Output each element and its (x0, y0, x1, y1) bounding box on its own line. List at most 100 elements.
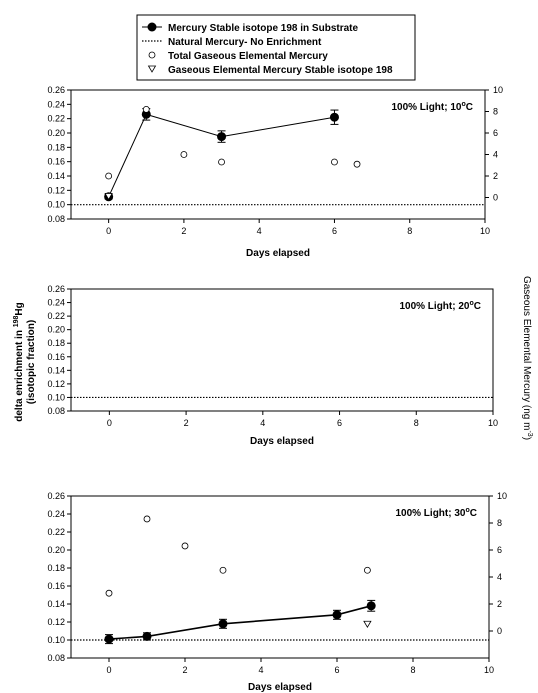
y-left-title-line1: delta enrichment in (14, 327, 25, 421)
y-right-title-text: Gaseous Elemental Mercury (ng m (521, 276, 532, 431)
x-tick-label: 2 (181, 226, 186, 236)
legend-item-substrate: Mercury Stable isotope 198 in Substrate (142, 22, 358, 34)
y2-tick-label: 4 (493, 150, 498, 160)
y-tick-label: 0.24 (47, 99, 65, 109)
y-tick-label: 0.14 (47, 171, 65, 181)
svg-text:Gaseous Elemental Mercury (ng: Gaseous Elemental Mercury (ng m-3) (521, 276, 533, 440)
legend-item-gem198: Gaseous Elemental Mercury Stable isotope… (147, 65, 393, 76)
x-tick-label: 2 (184, 418, 189, 428)
y-tick-label: 0.26 (47, 85, 65, 95)
tgem-point (143, 515, 151, 523)
legend-frame (136, 14, 416, 81)
panel-note-text: 100% Light; 20 (399, 301, 469, 312)
substrate-point (142, 631, 152, 641)
y-tick-label: 0.16 (47, 157, 65, 167)
x-tick-label: 2 (182, 665, 187, 675)
y-tick-label: 0.26 (47, 491, 65, 501)
y-tick-label: 0.18 (47, 142, 65, 152)
y-tick-label: 0.16 (47, 581, 65, 591)
panel-note-unit: C (474, 301, 481, 312)
gem198-point (104, 193, 113, 201)
substrate-point (218, 619, 228, 629)
tgem-point (363, 566, 371, 574)
tgem-point (353, 160, 361, 168)
legend-label: Natural Mercury- No Enrichment (168, 37, 322, 48)
panel-note: 100% Light; 30oC (395, 507, 477, 519)
tgem-point (331, 158, 338, 166)
plot-frame (70, 288, 494, 412)
y2-tick-label: 2 (497, 599, 502, 609)
y-tick-label: 0.22 (47, 527, 65, 537)
x-tick-label: 8 (407, 226, 412, 236)
y-tick-label: 0.10 (47, 635, 65, 645)
x-tick-label: 0 (106, 226, 111, 236)
substrate-point (366, 601, 376, 611)
x-axis-title: Days elapsed (246, 248, 310, 259)
legend-symbol-filled-circle (147, 22, 157, 32)
panel-note-text: 100% Light; 10 (391, 102, 461, 113)
legend-symbol-open-circle (148, 51, 156, 59)
y-tick-label: 0.26 (47, 284, 65, 294)
y-right-title-end: ) (521, 437, 532, 440)
x-tick-label: 0 (106, 665, 111, 675)
y-tick-label: 0.14 (47, 599, 65, 609)
y2-tick-label: 0 (497, 626, 502, 636)
y2-tick-label: 8 (493, 107, 498, 117)
legend-label: Mercury Stable isotope 198 in Substrate (168, 23, 358, 34)
y2-tick-label: 10 (497, 491, 507, 501)
x-tick-label: 10 (480, 226, 490, 236)
x-tick-label: 6 (332, 226, 337, 236)
x-tick-label: 8 (410, 665, 415, 675)
x-axis-title: Days elapsed (248, 682, 312, 693)
substrate-series-line (108, 113, 335, 197)
tgem-point (142, 105, 150, 113)
panel-note-degree: o (469, 300, 473, 307)
chart-panel-2: 0.08 0.10 0.12 0.14 0.16 0.18 0.20 0.22 0.24 0.26… (47, 284, 498, 447)
x-tick-label: 6 (334, 665, 339, 675)
x-tick-label: 4 (260, 418, 265, 428)
panels: 0.08 0.10 0.12 0.14 0.16 0.18 0.20 0.22 0.24 0.26… (47, 85, 507, 693)
panel-note: 100% Light; 20oC (399, 300, 481, 312)
y2-tick-label: 6 (493, 128, 498, 138)
panel-note-unit: C (470, 508, 477, 519)
x-tick-label: 8 (414, 418, 419, 428)
y-tick-label: 0.22 (47, 114, 65, 124)
y2-tick-label: 2 (493, 171, 498, 181)
y2-tick-label: 8 (497, 518, 502, 528)
substrate-point (217, 132, 227, 142)
substrate-point (332, 610, 342, 620)
y-tick-label: 0.14 (47, 365, 65, 375)
x-tick-label: 10 (484, 665, 494, 675)
x-tick-label: 6 (337, 418, 342, 428)
y-tick-label: 0.20 (47, 128, 65, 138)
substrate-point (104, 634, 114, 644)
y2-tick-label: 0 (493, 193, 498, 203)
panel-note-degree: o (465, 507, 469, 514)
tgem-point (219, 566, 227, 574)
legend: Mercury Stable isotope 198 in Substrate … (136, 14, 416, 81)
legend-symbol-triangle (147, 65, 157, 73)
y2-tick-label: 4 (497, 572, 502, 582)
x-tick-label: 4 (258, 665, 263, 675)
x-tick-label: 10 (488, 418, 498, 428)
tgem-point (105, 172, 113, 180)
y-left-title-isotope: 198 (13, 315, 20, 327)
substrate-point (329, 112, 339, 122)
panel-note-degree: o (461, 101, 465, 108)
panel-note-text: 100% Light; 30 (395, 508, 465, 519)
legend-item-natural: Natural Mercury- No Enrichment (142, 37, 322, 48)
chart-panel-3: 0.08 0.10 0.12 0.14 0.16 0.18 0.20 0.22 0.24 0.26… (47, 491, 507, 693)
y-tick-label: 0.08 (47, 653, 65, 663)
y-tick-label: 0.18 (47, 338, 65, 348)
y-tick-label: 0.24 (47, 298, 65, 308)
panel-note-unit: C (466, 102, 473, 113)
y-tick-label: 0.10 (47, 200, 65, 210)
y-tick-label: 0.20 (47, 545, 65, 555)
y-left-title-element: Hg (14, 302, 25, 315)
y-tick-label: 0.08 (47, 406, 65, 416)
y-tick-label: 0.18 (47, 563, 65, 573)
panel-note: 100% Light; 10oC (391, 101, 473, 113)
x-tick-label: 0 (107, 418, 112, 428)
legend-label: Total Gaseous Elemental Mercury (168, 51, 328, 62)
